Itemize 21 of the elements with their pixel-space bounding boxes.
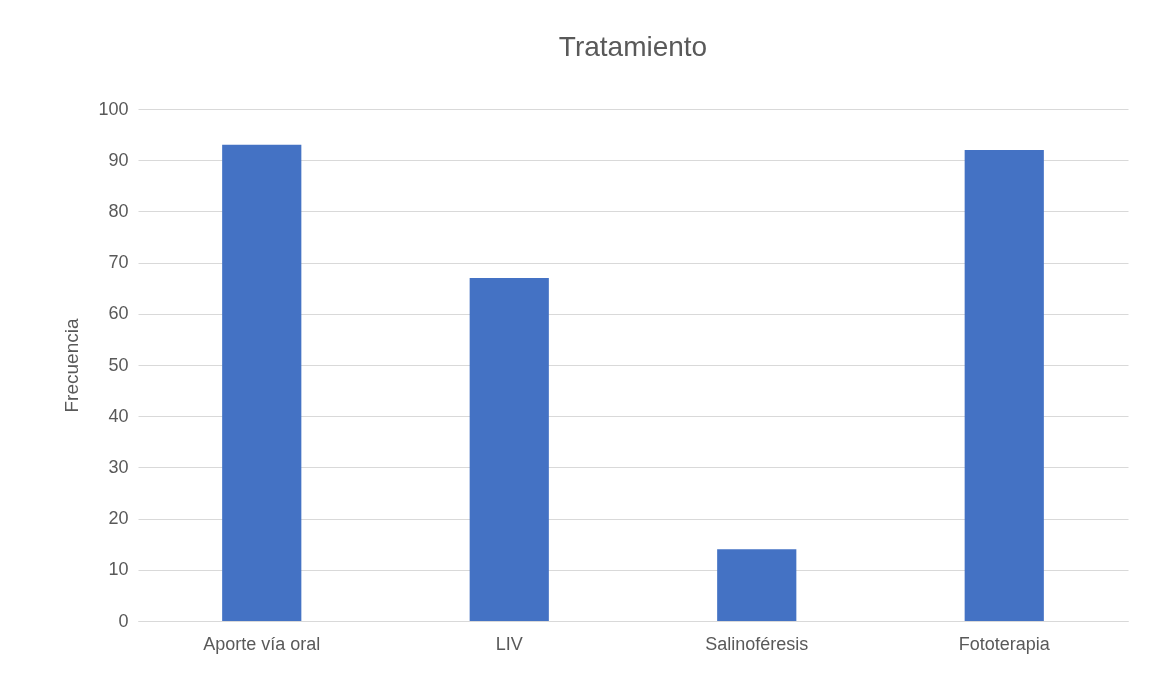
x-tick-label: LIV (495, 633, 523, 654)
bar (964, 149, 1044, 621)
chart-title: Tratamiento (558, 31, 708, 62)
y-tick-label: 30 (108, 456, 129, 477)
y-tick-label: 0 (118, 610, 129, 631)
x-tick-label: Aporte vía oral (203, 633, 321, 654)
x-tick-label: Salinoféresis (705, 633, 809, 654)
bar (469, 277, 549, 621)
y-tick-label: 60 (108, 303, 129, 324)
y-tick-label: 50 (108, 354, 129, 375)
y-tick-label: 10 (108, 559, 129, 580)
bar (717, 549, 797, 621)
y-tick-label: 40 (108, 405, 129, 426)
bar (222, 144, 302, 621)
y-axis-title: Frecuencia (61, 318, 83, 413)
x-tick-label: Fototerapia (958, 633, 1051, 654)
y-tick-label: 20 (108, 508, 129, 529)
y-tick-label: 80 (108, 200, 129, 221)
y-tick-label: 70 (108, 252, 129, 273)
y-tick-label: 100 (98, 98, 129, 119)
y-tick-label: 90 (108, 149, 129, 170)
